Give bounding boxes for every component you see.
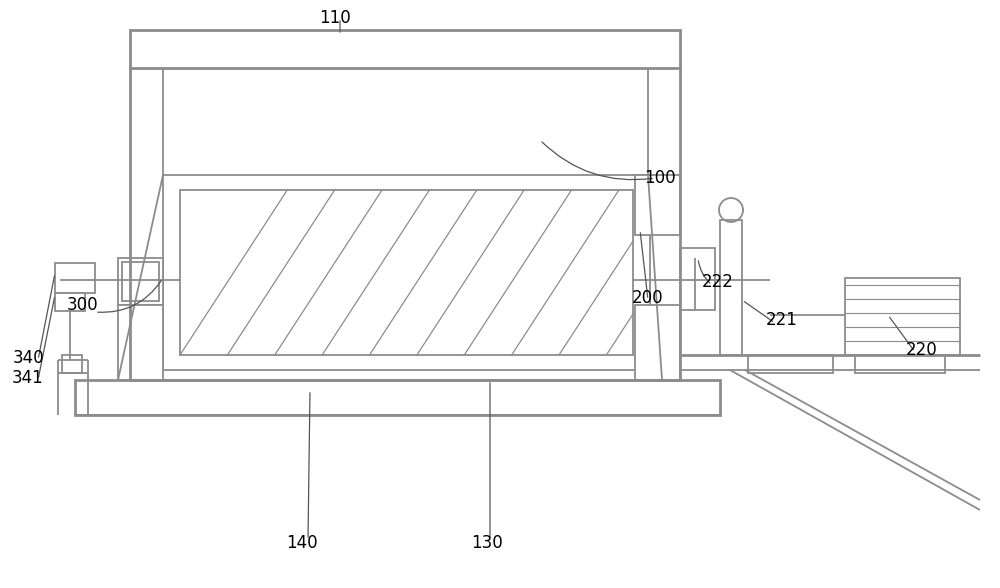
Bar bbox=[62, 355, 82, 373]
Bar bbox=[680, 248, 715, 310]
Bar bbox=[855, 355, 945, 373]
Text: 300: 300 bbox=[66, 296, 98, 314]
Text: 340: 340 bbox=[12, 349, 44, 367]
Bar bbox=[720, 220, 742, 355]
Bar bbox=[845, 278, 960, 355]
Text: 200: 200 bbox=[632, 289, 664, 307]
Text: 130: 130 bbox=[471, 534, 503, 552]
Bar bbox=[635, 305, 680, 380]
Bar bbox=[75, 380, 720, 415]
Bar bbox=[748, 355, 833, 373]
Bar bbox=[130, 30, 680, 68]
Text: 222: 222 bbox=[702, 273, 734, 291]
Bar bbox=[180, 190, 633, 355]
Text: 220: 220 bbox=[906, 341, 938, 359]
Bar bbox=[55, 263, 95, 293]
Bar bbox=[118, 305, 163, 380]
Text: 140: 140 bbox=[286, 534, 318, 552]
Bar bbox=[118, 258, 163, 305]
Bar bbox=[635, 175, 680, 235]
Bar bbox=[122, 262, 159, 301]
Text: 100: 100 bbox=[644, 169, 676, 187]
Bar bbox=[55, 293, 85, 311]
Text: 341: 341 bbox=[12, 369, 44, 387]
Bar bbox=[163, 175, 650, 370]
Text: 221: 221 bbox=[766, 311, 798, 329]
Text: 110: 110 bbox=[319, 9, 351, 27]
